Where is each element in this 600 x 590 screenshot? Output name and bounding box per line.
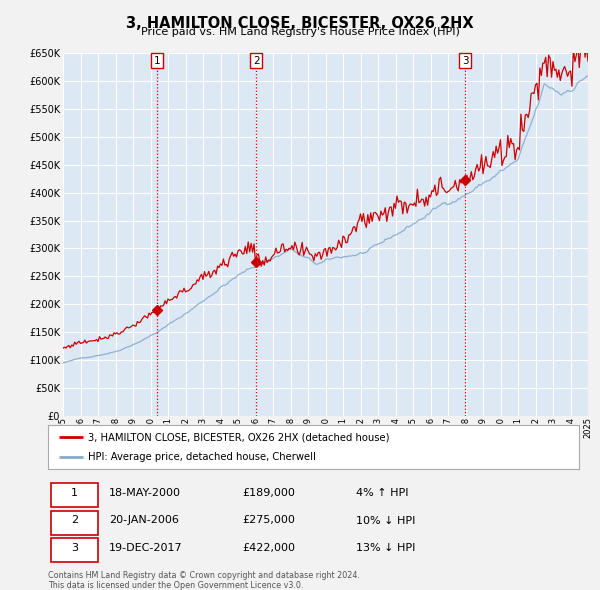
Text: 18-MAY-2000: 18-MAY-2000 [109,488,181,498]
Text: Price paid vs. HM Land Registry's House Price Index (HPI): Price paid vs. HM Land Registry's House … [140,27,460,37]
Text: 20-JAN-2006: 20-JAN-2006 [109,516,179,526]
Text: 1: 1 [154,56,160,66]
Text: 1: 1 [71,488,78,498]
Text: 3: 3 [461,56,468,66]
Text: 3, HAMILTON CLOSE, BICESTER, OX26 2HX: 3, HAMILTON CLOSE, BICESTER, OX26 2HX [126,16,474,31]
Text: HPI: Average price, detached house, Cherwell: HPI: Average price, detached house, Cher… [88,452,316,461]
FancyBboxPatch shape [50,511,98,535]
Text: 3: 3 [71,543,78,553]
Text: 2: 2 [253,56,260,66]
Text: 13% ↓ HPI: 13% ↓ HPI [356,543,415,553]
Text: £189,000: £189,000 [242,488,295,498]
Text: 10% ↓ HPI: 10% ↓ HPI [356,516,415,526]
Text: 19-DEC-2017: 19-DEC-2017 [109,543,182,553]
Text: £422,000: £422,000 [242,543,295,553]
Text: £275,000: £275,000 [242,516,295,526]
FancyBboxPatch shape [50,538,98,562]
Text: 2: 2 [71,516,78,526]
Text: 4% ↑ HPI: 4% ↑ HPI [356,488,409,498]
Text: Contains HM Land Registry data © Crown copyright and database right 2024.
This d: Contains HM Land Registry data © Crown c… [48,571,360,590]
Text: 3, HAMILTON CLOSE, BICESTER, OX26 2HX (detached house): 3, HAMILTON CLOSE, BICESTER, OX26 2HX (d… [88,432,389,442]
FancyBboxPatch shape [50,483,98,507]
